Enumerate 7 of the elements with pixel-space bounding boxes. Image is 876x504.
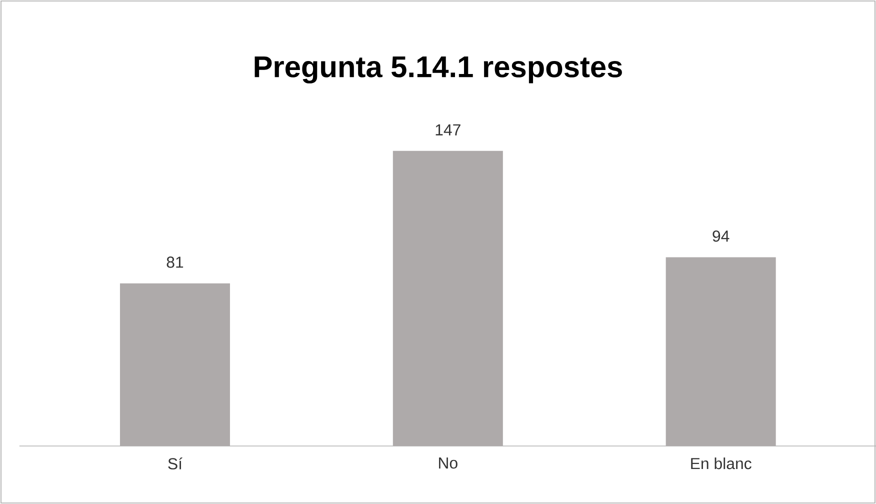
x-tick-label: Sí xyxy=(168,458,182,470)
x-tick-label: En blanc xyxy=(691,458,752,470)
data-label: 147 xyxy=(436,124,460,136)
data-label: 94 xyxy=(712,230,730,242)
x-tick-label: No xyxy=(439,458,458,469)
data-label: 81 xyxy=(166,256,184,268)
chart-title: Pregunta 5.14.1 respostes xyxy=(254,56,622,84)
